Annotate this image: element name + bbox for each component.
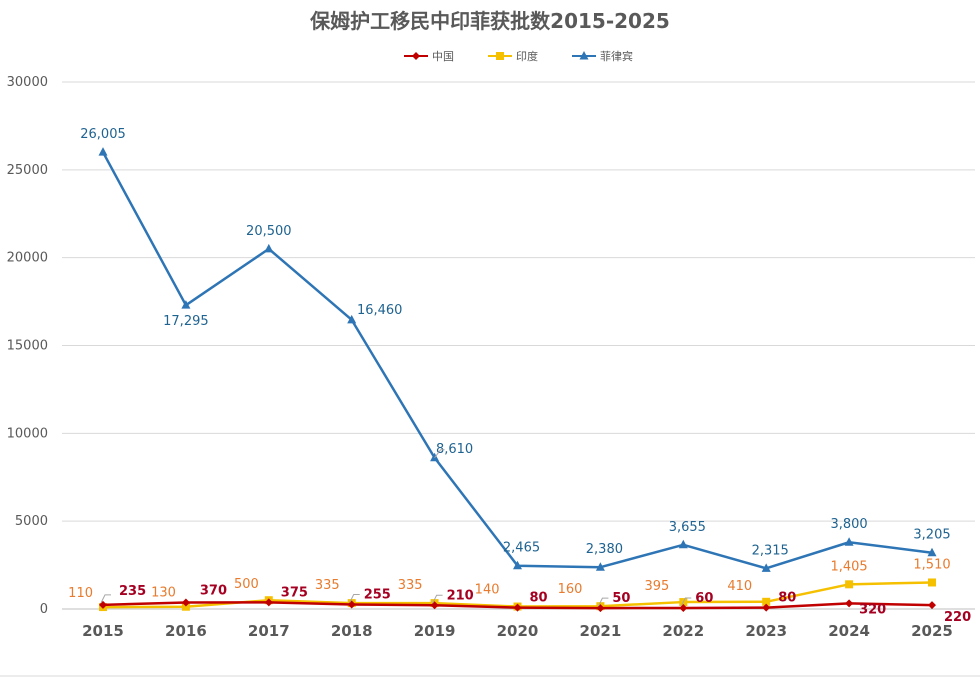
legend-label-菲律宾: 菲律宾: [600, 49, 633, 63]
data-point-菲律宾: [595, 562, 605, 571]
legend-marker-菲律宾: [579, 51, 589, 60]
x-tick-label: 2023: [745, 622, 787, 640]
data-label-菲律宾: 3,205: [913, 528, 950, 543]
legend: 中国 印度 菲律宾: [404, 49, 633, 63]
data-label-中国: 60: [695, 591, 713, 606]
x-tick-label: 2017: [248, 622, 290, 640]
data-point-中国: [264, 598, 273, 607]
data-label-印度: 1,510: [913, 557, 950, 572]
y-tick-label: 20000: [7, 251, 48, 266]
legend-label-印度: 印度: [516, 49, 538, 63]
series-layer: [98, 147, 937, 613]
leader-line: [432, 594, 443, 604]
data-point-中国: [181, 598, 190, 607]
data-label-菲律宾: 8,610: [436, 442, 473, 457]
data-point-中国: [845, 599, 854, 608]
data-label-菲律宾: 17,295: [163, 314, 209, 329]
y-tick-label: 25000: [7, 163, 48, 178]
chart-title: 保姆护工移民中印菲获批数2015-2025: [309, 9, 670, 33]
data-label-中国: 80: [778, 591, 796, 606]
data-point-菲律宾: [844, 537, 854, 546]
x-tick-label: 2018: [331, 622, 373, 640]
data-label-菲律宾: 3,655: [669, 520, 706, 535]
x-tick-label: 2024: [828, 622, 870, 640]
data-label-菲律宾: 16,460: [357, 303, 403, 318]
data-label-印度: 395: [644, 579, 669, 594]
y-tick-label: 10000: [7, 426, 48, 441]
x-tick-label: 2015: [82, 622, 124, 640]
x-tick-label: 2021: [580, 622, 622, 640]
data-point-菲律宾: [181, 300, 191, 309]
data-point-菲律宾: [513, 560, 522, 570]
data-point-菲律宾: [761, 563, 771, 572]
data-label-印度: 410: [727, 579, 752, 594]
data-point-印度: [181, 602, 190, 611]
data-label-菲律宾: 26,005: [80, 127, 126, 142]
data-point-中国: [762, 603, 771, 612]
data-label-印度: 160: [558, 582, 583, 597]
data-point-中国: [928, 601, 936, 610]
data-label-中国: 235: [119, 584, 146, 599]
gridlines: [62, 81, 975, 610]
data-label-中国: 370: [200, 584, 227, 599]
y-tick-label: 0: [40, 602, 48, 617]
legend-marker-中国: [412, 52, 420, 60]
data-label-中国: 50: [612, 591, 630, 606]
data-labels-layer: 26,005 17,295 20,500 16,460 8,610 2,465 2,380 3…: [68, 127, 971, 625]
data-label-菲律宾: 2,465: [503, 541, 540, 556]
legend-marker-印度: [496, 52, 504, 60]
data-label-菲律宾: 2,315: [752, 543, 789, 558]
x-tick-label: 2019: [414, 622, 456, 640]
data-label-中国: 320: [859, 602, 886, 617]
data-point-菲律宾: [678, 539, 688, 549]
data-point-中国: [513, 603, 522, 612]
leader-line: [680, 597, 692, 607]
x-tick-label: 2020: [497, 622, 539, 640]
data-label-印度: 140: [475, 583, 500, 598]
data-label-中国: 375: [281, 585, 308, 600]
data-label-菲律宾: 2,380: [586, 542, 623, 557]
leader-line: [434, 449, 445, 459]
data-point-印度: [928, 578, 936, 587]
data-label-中国: 80: [530, 591, 548, 606]
data-label-菲律宾: 3,800: [830, 517, 867, 532]
data-point-菲律宾: [98, 147, 108, 156]
data-label-印度: 500: [234, 577, 259, 592]
leader-line: [100, 594, 111, 604]
data-point-菲律宾: [347, 314, 357, 324]
x-axis: 2015 2016 2017 2018 2019 2020 2021 2022 2023 2024…: [82, 622, 953, 640]
data-point-印度: [762, 597, 771, 606]
y-tick-label: 30000: [7, 75, 48, 90]
data-point-菲律宾: [927, 547, 937, 557]
data-label-中国: 220: [944, 610, 971, 625]
x-tick-label: 2022: [662, 622, 704, 640]
data-label-菲律宾: 20,500: [246, 224, 292, 239]
legend-label-中国: 中国: [432, 50, 454, 63]
leader-line: [349, 594, 360, 603]
x-tick-label: 2016: [165, 622, 207, 640]
data-point-印度: [845, 580, 854, 589]
data-label-印度: 335: [315, 578, 340, 593]
y-tick-label: 5000: [15, 514, 48, 529]
data-label-印度: 110: [68, 586, 93, 601]
x-tick-label: 2025: [911, 622, 953, 640]
data-point-菲律宾: [264, 243, 274, 253]
y-tick-label: 15000: [7, 339, 48, 354]
data-label-中国: 255: [364, 588, 391, 603]
data-label-中国: 210: [447, 588, 474, 603]
data-label-印度: 335: [398, 578, 423, 593]
leader-line: [597, 597, 609, 607]
y-axis: 0 5000 10000 15000 20000 25000 30000: [7, 75, 48, 617]
data-label-印度: 130: [151, 586, 176, 601]
data-label-印度: 1,405: [830, 559, 867, 574]
